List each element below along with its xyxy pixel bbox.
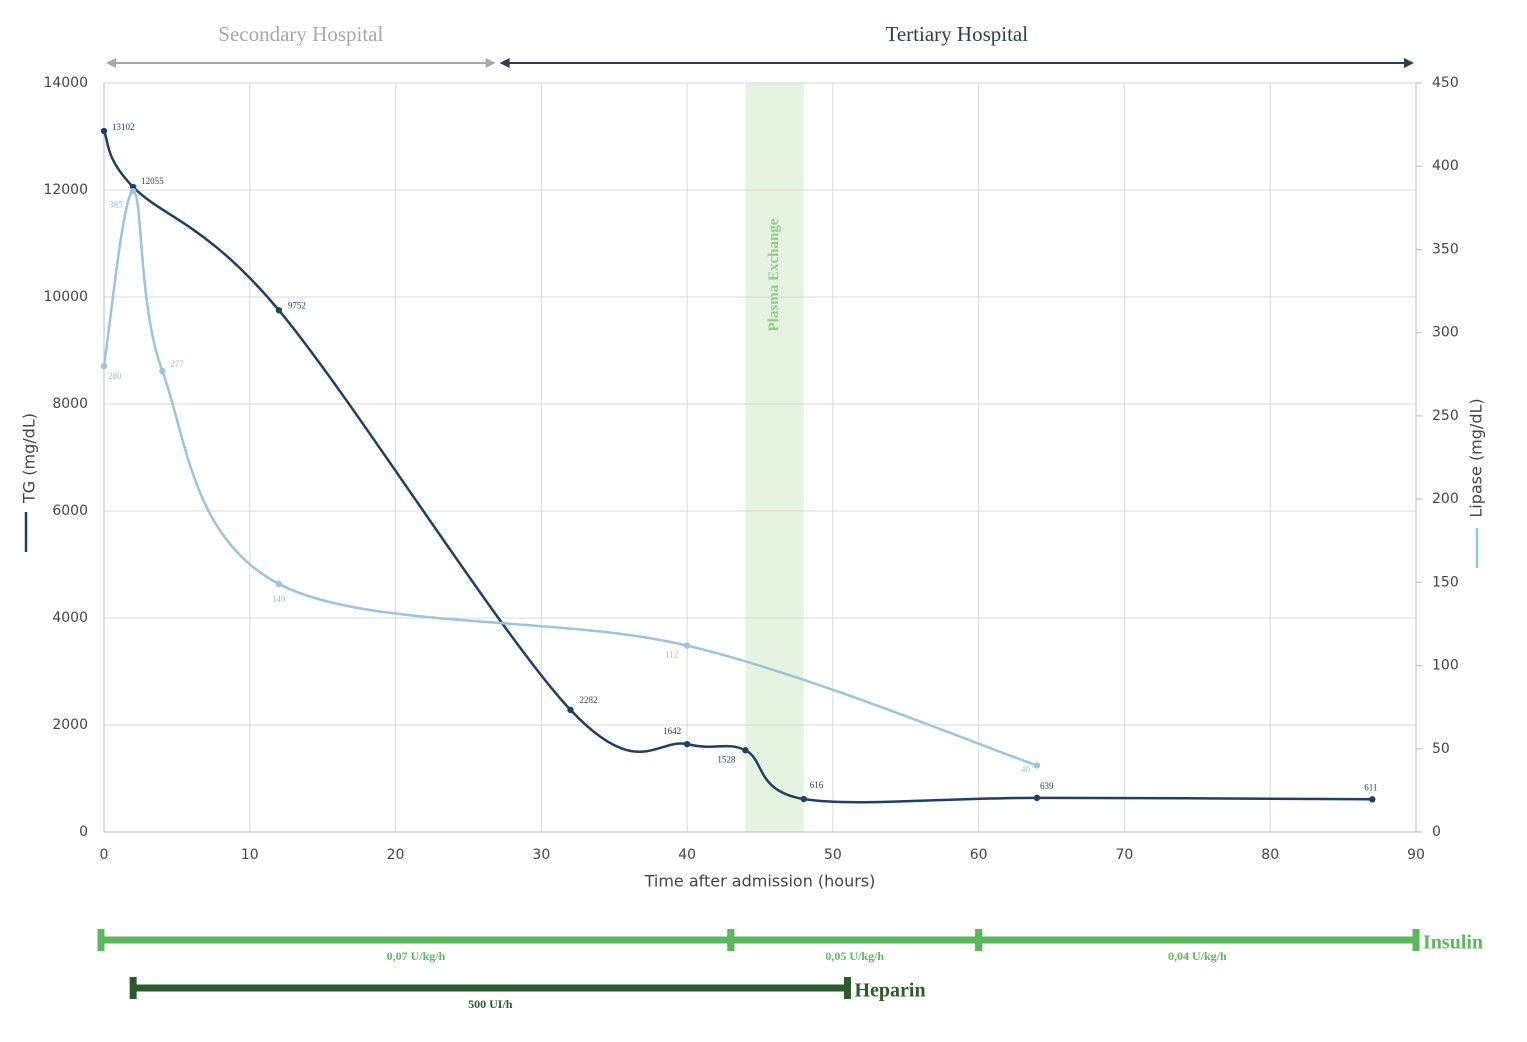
y2-tick-label: 450 [1432,75,1459,91]
y-tick-label: 12000 [43,182,88,198]
x-tick-label: 30 [532,847,550,863]
x-tick-label: 90 [1407,847,1425,863]
x-tick-label: 70 [1116,847,1134,863]
y2-tick-label: 100 [1432,658,1459,674]
treatment-name: Heparin [854,980,925,1002]
x-tick-label: 0 [100,847,109,863]
x-tick-label: 80 [1261,847,1279,863]
treatment-dose: 0,07 U/kg/h [387,949,446,963]
x-axis-title: Time after admission (hours) [644,872,876,891]
data-point [800,795,807,803]
data-label: 385 [109,199,123,209]
y-tick-label: 0 [79,824,88,840]
y-tick-label: 14000 [43,75,88,91]
data-point [683,740,691,748]
data-label: 40 [1021,764,1031,774]
data-point [567,706,574,714]
data-label: 277 [170,359,184,369]
data-label: 149 [272,594,286,604]
treatment-dose: 0,04 U/kg/h [1168,949,1227,963]
series-line [102,130,1373,804]
data-point [683,642,691,649]
x-tick-label: 40 [678,847,696,863]
y-tick-label: 4000 [52,610,88,626]
data-label: 12055 [141,176,164,186]
y2-tick-label: 400 [1432,158,1459,174]
data-label: 2282 [579,695,597,705]
region-label: Secondary Hospital [218,22,383,46]
y-tick-label: 2000 [52,717,88,733]
y2-tick-label: 150 [1432,574,1459,590]
data-point [1033,794,1041,802]
x-tick-label: 10 [241,847,259,863]
span-label: Plasma Exchange [766,218,782,331]
data-label: 639 [1040,781,1054,791]
data-point [275,580,283,588]
x-tick-label: 50 [824,847,842,863]
data-label: 112 [665,650,678,660]
region-label: Tertiary Hospital [886,22,1029,46]
data-label: 1528 [717,754,736,764]
x-tick-label: 20 [387,847,405,863]
y2-tick-label: 200 [1432,491,1459,507]
data-label: 9752 [288,300,306,310]
data-point [1369,796,1376,803]
data-point [275,307,283,314]
y2-tick-label: 50 [1432,741,1450,757]
data-point [1033,762,1041,769]
data-label: 611 [1364,782,1377,792]
data-point [100,362,108,370]
data-label: 616 [810,780,824,790]
span [745,83,804,832]
y2-tick-label: 300 [1432,325,1459,341]
y2-tick-label: 350 [1432,241,1459,257]
y2-axis-title: Lipase (mg/dL) [1467,398,1486,517]
x-tick-label: 60 [970,847,988,863]
data-label: 13102 [112,122,135,132]
y-axis-title: TG (mg/dL) [20,413,39,504]
series-line [102,189,1038,767]
data-label: 280 [108,371,122,381]
data-point [159,367,166,375]
treatment-dose: 500 UI/h [468,997,513,1011]
y-tick-label: 6000 [52,503,88,519]
y2-tick-label: 250 [1432,408,1459,424]
treatment-name: Insulin [1423,932,1483,954]
y2-tick-label: 0 [1432,824,1441,840]
data-label: 1642 [663,726,681,736]
y-tick-label: 8000 [52,396,88,412]
data-point [129,187,137,195]
data-point [742,747,749,754]
y-tick-label: 10000 [43,289,88,305]
treatment-dose: 0,05 U/kg/h [825,949,884,963]
data-point [100,127,108,135]
